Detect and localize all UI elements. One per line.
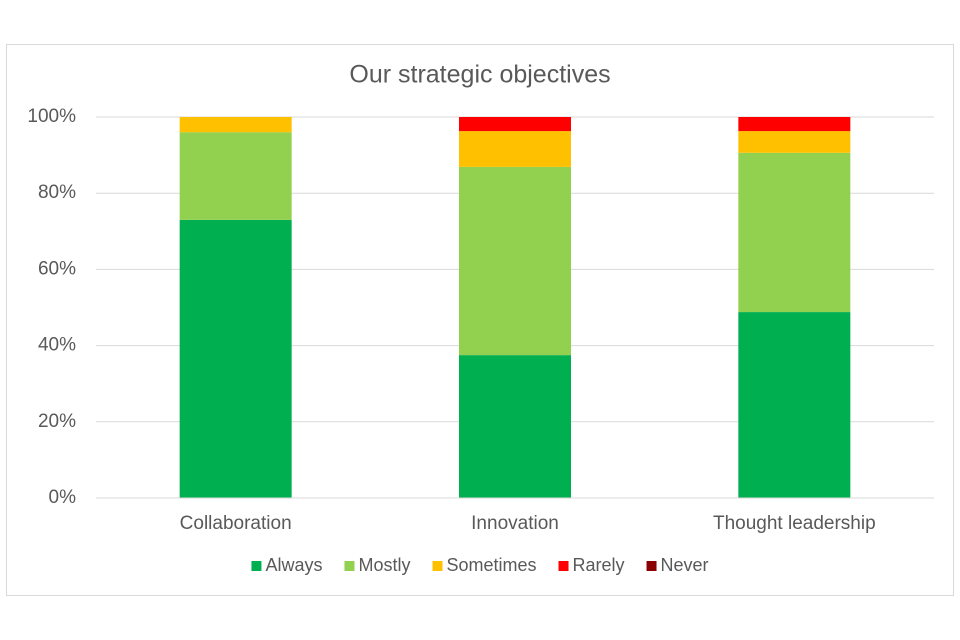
x-tick-label: Thought leadership xyxy=(713,513,876,534)
y-tick-label: 60% xyxy=(38,258,76,279)
bar-segment xyxy=(738,152,851,313)
legend-label: Always xyxy=(265,555,322,575)
y-tick-label: 0% xyxy=(49,487,77,508)
y-tick-label: 80% xyxy=(38,182,76,203)
bar-segment xyxy=(179,219,292,498)
legend-label: Never xyxy=(661,555,709,575)
legend-swatch xyxy=(251,561,262,571)
legend-swatch xyxy=(646,561,657,571)
y-tick-label: 100% xyxy=(27,106,76,127)
legend-label: Mostly xyxy=(358,555,410,575)
legend-swatch xyxy=(432,561,443,571)
y-tick-label: 40% xyxy=(38,335,76,356)
legend-swatch xyxy=(558,561,569,571)
bar-segment xyxy=(459,166,571,356)
bar-segment xyxy=(179,117,292,133)
bar-segment xyxy=(179,132,292,220)
y-tick-label: 20% xyxy=(38,411,76,432)
bar-segment xyxy=(738,131,851,153)
bar-segment xyxy=(459,117,571,132)
legend-swatch xyxy=(344,561,355,571)
bar-segment xyxy=(738,312,851,498)
legend-label: Sometimes xyxy=(446,555,536,575)
x-tick-label: Innovation xyxy=(471,513,559,534)
bar-segment xyxy=(459,355,571,498)
x-tick-label: Collaboration xyxy=(180,513,292,534)
chart-title: Our strategic objectives xyxy=(349,61,610,89)
bar-segment xyxy=(459,131,571,167)
bar-segment xyxy=(738,117,851,132)
legend-label: Rarely xyxy=(573,555,625,575)
